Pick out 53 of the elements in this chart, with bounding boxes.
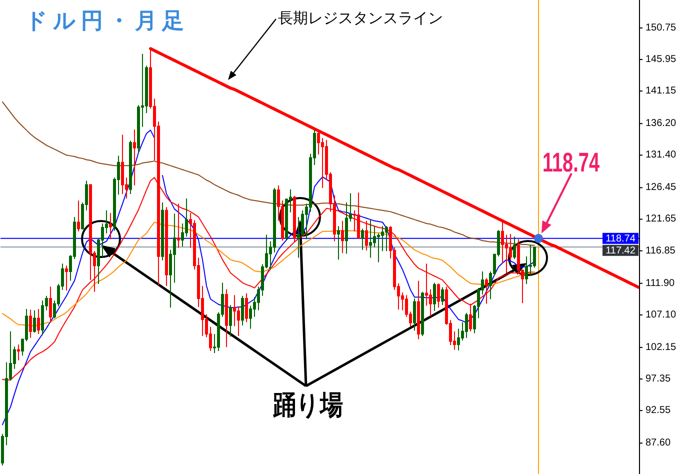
candlestick xyxy=(241,295,244,326)
ref-line-label: 117.42 xyxy=(606,244,636,256)
candlestick xyxy=(161,202,164,261)
candlestick xyxy=(441,286,444,306)
chart-title: ドル円・月足 xyxy=(25,9,189,34)
candlestick xyxy=(369,219,372,258)
y-tick-label: 102.15 xyxy=(646,342,677,353)
candlestick xyxy=(357,192,360,240)
y-tick-label: 92.55 xyxy=(646,405,671,416)
candlestick xyxy=(65,265,68,292)
y-tick-label: 141.15 xyxy=(646,86,677,97)
candlestick xyxy=(109,212,112,240)
candlestick xyxy=(361,228,364,250)
candlestick xyxy=(77,200,80,232)
y-tick-label: 107.10 xyxy=(646,309,677,320)
candlestick xyxy=(485,278,488,304)
candlestick xyxy=(465,312,468,338)
candlestick xyxy=(133,129,136,186)
y-tick-label: 136.20 xyxy=(646,118,677,130)
ref-line-label: 118.74 xyxy=(606,232,636,244)
candlestick xyxy=(121,134,124,194)
annotation: 118.74 xyxy=(542,147,624,178)
y-tick-label: 131.40 xyxy=(646,150,677,161)
candlestick xyxy=(17,344,20,361)
candlestick xyxy=(365,220,368,251)
candlestick xyxy=(513,236,516,260)
candlestick xyxy=(413,298,416,332)
candlestick xyxy=(49,286,52,324)
candlestick xyxy=(225,288,228,348)
candlestick xyxy=(177,203,180,248)
candlestick xyxy=(417,280,420,340)
y-tick-label: 150.75 xyxy=(646,22,677,34)
candlestick xyxy=(469,303,472,332)
y-tick-label: 116.85 xyxy=(646,245,676,256)
y-tick-label: 145.95 xyxy=(646,54,677,65)
candlestick xyxy=(41,300,44,336)
candlestick xyxy=(229,304,232,338)
candlestick xyxy=(437,282,440,308)
candlestick xyxy=(337,226,340,260)
y-tick-label: 126.45 xyxy=(646,182,677,194)
candlestick xyxy=(433,282,436,312)
candlestick xyxy=(341,220,344,254)
annotation: 踊り場 xyxy=(272,390,355,421)
candlestick xyxy=(385,226,388,252)
annotation: 長期レジスタンスライン xyxy=(278,9,443,27)
y-tick-label: 111.90 xyxy=(646,278,676,289)
y-tick-label: 97.35 xyxy=(646,374,671,385)
y-tick-label: 121.65 xyxy=(646,214,677,225)
candlestick xyxy=(37,308,40,334)
candlestick xyxy=(245,292,248,323)
candlestick xyxy=(33,310,36,334)
y-tick-label: 87.60 xyxy=(646,438,671,449)
candlestick xyxy=(29,309,32,338)
